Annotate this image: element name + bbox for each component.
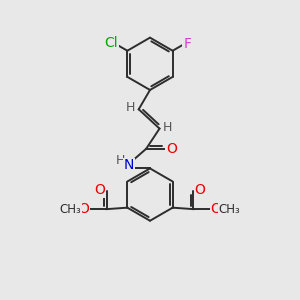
Text: F: F <box>183 38 191 52</box>
Text: O: O <box>166 142 177 156</box>
Text: N: N <box>124 158 134 172</box>
Text: O: O <box>195 183 206 197</box>
Text: CH₃: CH₃ <box>59 202 81 216</box>
Text: H: H <box>163 121 172 134</box>
Text: H: H <box>116 154 126 167</box>
Text: Cl: Cl <box>105 36 118 50</box>
Text: O: O <box>79 202 89 216</box>
Text: O: O <box>211 202 221 216</box>
Text: CH₃: CH₃ <box>219 202 241 216</box>
Text: H: H <box>126 101 135 114</box>
Text: O: O <box>94 183 105 197</box>
